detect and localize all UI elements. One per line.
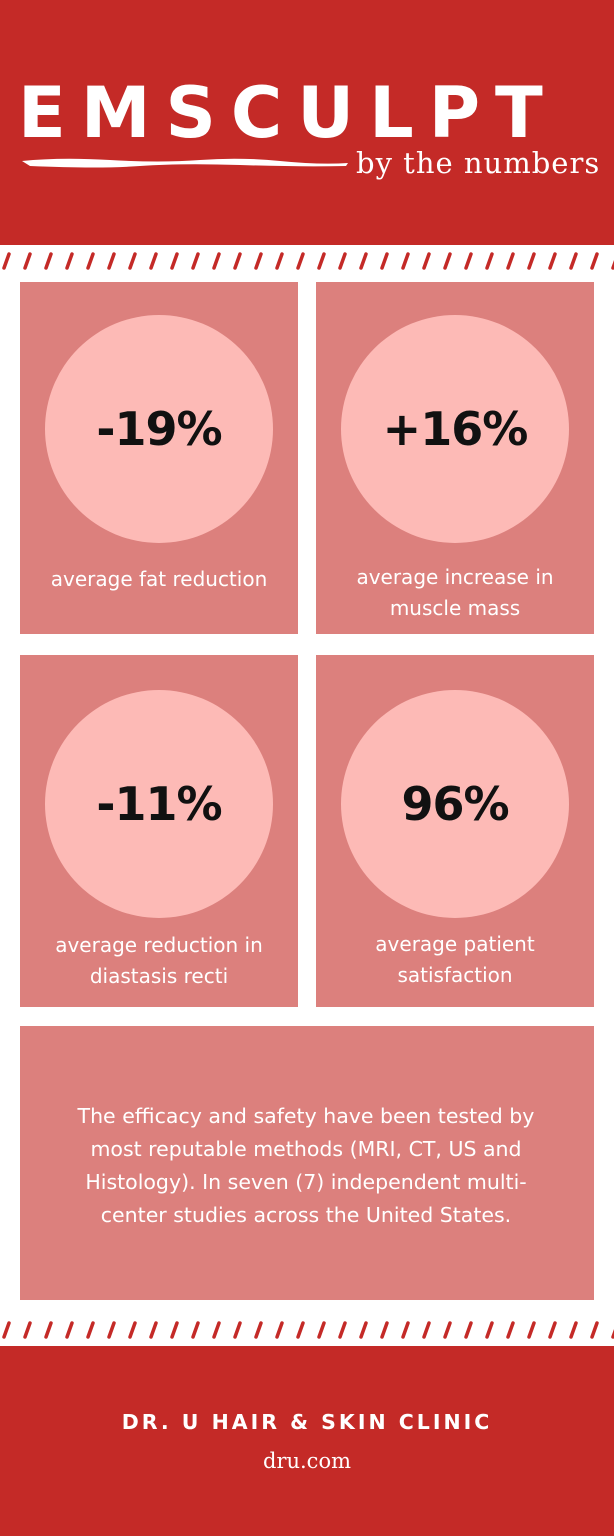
clinic-name: DR. U HAIR & SKIN CLINIC xyxy=(121,1410,493,1434)
stripe-mark xyxy=(233,252,242,270)
stat-label: average increase in muscle mass xyxy=(316,562,594,624)
page-subtitle: by the numbers xyxy=(356,146,601,180)
stripe-mark xyxy=(191,1321,200,1339)
stripe-mark xyxy=(86,252,95,270)
stat-circle: -11% xyxy=(45,690,273,918)
stat-label: average reduction in diastasis recti xyxy=(20,930,298,992)
stripe-mark xyxy=(65,252,74,270)
stripe-mark xyxy=(590,252,599,270)
stripe-mark xyxy=(149,1321,158,1339)
stat-label-line: diastasis recti xyxy=(89,964,229,988)
stripe-mark xyxy=(107,252,116,270)
stripe-mark xyxy=(422,1321,431,1339)
header-banner: EMSCULPT by the numbers xyxy=(0,0,614,245)
stripe-mark xyxy=(23,252,32,270)
stat-panel-diastasis-recti: -11% average reduction in diastasis rect… xyxy=(20,655,298,1007)
stripe-mark xyxy=(296,1321,305,1339)
stripe-mark xyxy=(2,252,11,270)
stripe-mark xyxy=(128,252,137,270)
stripe-mark xyxy=(464,1321,473,1339)
stripe-mark xyxy=(359,252,368,270)
stat-label-line: average fat reduction xyxy=(50,567,268,591)
stat-circle: 96% xyxy=(341,690,569,918)
stripe-mark xyxy=(506,1321,515,1339)
stripe-mark xyxy=(338,252,347,270)
stripe-mark xyxy=(548,1321,557,1339)
stripe-mark xyxy=(212,252,221,270)
stripe-mark xyxy=(191,252,200,270)
stripe-mark xyxy=(275,1321,284,1339)
stripe-mark xyxy=(506,252,515,270)
stat-label: average fat reduction xyxy=(20,564,298,595)
info-panel: The efficacy and safety have been tested… xyxy=(20,1026,594,1300)
stripe-mark xyxy=(590,1321,599,1339)
stripe-mark xyxy=(443,252,452,270)
stripe-divider-bottom xyxy=(2,1321,614,1339)
stat-label-line: muscle mass xyxy=(389,596,521,620)
stripe-mark xyxy=(317,252,326,270)
stripe-mark xyxy=(254,252,263,270)
stripe-mark xyxy=(401,1321,410,1339)
stripe-mark xyxy=(23,1321,32,1339)
stripe-mark xyxy=(86,1321,95,1339)
stripe-mark xyxy=(233,1321,242,1339)
stripe-mark xyxy=(485,252,494,270)
stripe-mark xyxy=(2,1321,11,1339)
stripe-mark xyxy=(128,1321,137,1339)
stripe-mark xyxy=(275,252,284,270)
stripe-mark xyxy=(548,252,557,270)
stripe-mark xyxy=(464,252,473,270)
stat-value: -19% xyxy=(96,402,222,456)
stripe-mark xyxy=(422,252,431,270)
stat-panel-patient-satisfaction: 96% average patient satisfaction xyxy=(316,655,594,1007)
stripe-mark xyxy=(107,1321,116,1339)
website-link[interactable]: dru.com xyxy=(263,1449,351,1473)
stripe-mark xyxy=(443,1321,452,1339)
stripe-mark xyxy=(401,252,410,270)
stat-panel-fat-reduction: -19% average fat reduction xyxy=(20,282,298,634)
stripe-mark xyxy=(569,252,578,270)
brush-stroke-underline xyxy=(22,158,348,168)
stat-circle: -19% xyxy=(45,315,273,543)
stat-label-line: average increase in xyxy=(356,565,554,589)
stripe-mark xyxy=(380,252,389,270)
stripe-mark xyxy=(149,252,158,270)
stripe-mark xyxy=(527,252,536,270)
stat-value: -11% xyxy=(96,777,222,831)
stripe-divider-top xyxy=(2,252,614,270)
stripe-mark xyxy=(44,252,53,270)
stripe-mark xyxy=(254,1321,263,1339)
info-line: The efficacy and safety have been tested… xyxy=(77,1104,535,1128)
stat-value: 96% xyxy=(401,777,509,831)
info-line: center studies across the United States. xyxy=(100,1203,512,1227)
info-line: Histology). In seven (7) independent mul… xyxy=(85,1170,527,1194)
stripe-mark xyxy=(170,1321,179,1339)
page-title: EMSCULPT xyxy=(18,72,558,154)
stripe-mark xyxy=(44,1321,53,1339)
stat-circle: +16% xyxy=(341,315,569,543)
stat-value: +16% xyxy=(382,402,529,456)
stat-label-line: average reduction in xyxy=(55,933,263,957)
stat-label-line: satisfaction xyxy=(397,963,513,987)
stripe-mark xyxy=(317,1321,326,1339)
stripe-mark xyxy=(569,1321,578,1339)
footer-banner: DR. U HAIR & SKIN CLINIC dru.com xyxy=(0,1346,614,1536)
info-text: The efficacy and safety have been tested… xyxy=(50,1100,562,1232)
stripe-mark xyxy=(212,1321,221,1339)
stripe-mark xyxy=(380,1321,389,1339)
stripe-mark xyxy=(485,1321,494,1339)
stat-label-line: average patient xyxy=(375,932,535,956)
stat-label: average patient satisfaction xyxy=(316,929,594,991)
stripe-mark xyxy=(359,1321,368,1339)
stripe-mark xyxy=(338,1321,347,1339)
info-line: most reputable methods (MRI, CT, US and xyxy=(90,1137,522,1161)
stat-panel-muscle-mass: +16% average increase in muscle mass xyxy=(316,282,594,634)
stripe-mark xyxy=(527,1321,536,1339)
stripe-mark xyxy=(65,1321,74,1339)
stripe-mark xyxy=(170,252,179,270)
stripe-mark xyxy=(296,252,305,270)
